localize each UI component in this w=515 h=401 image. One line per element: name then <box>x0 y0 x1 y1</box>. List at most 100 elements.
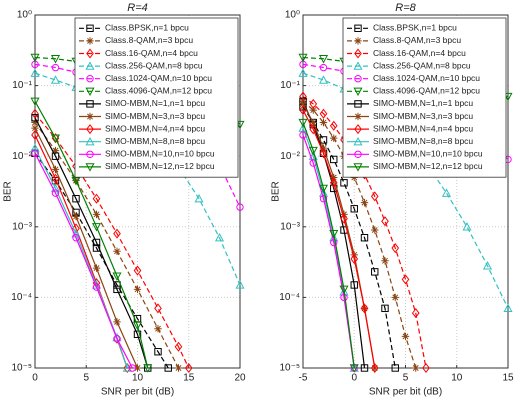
marker <box>441 188 452 197</box>
marker <box>353 163 363 172</box>
y-tick-label: 10⁻¹ <box>12 80 32 91</box>
marker <box>133 265 142 276</box>
legend-label: SIMO-MBM,N=8,n=8 bpcu <box>105 136 205 146</box>
marker <box>319 108 328 119</box>
legend-label: SIMO-MBM,N=3,n=3 bpcu <box>105 111 205 121</box>
marker <box>391 243 400 254</box>
marker <box>154 303 162 314</box>
series-line <box>302 109 376 369</box>
legend-label: SIMO-MBM,N=8,n=8 bpcu <box>373 136 473 146</box>
marker <box>308 146 318 156</box>
marker <box>318 75 329 84</box>
marker <box>133 285 142 294</box>
marker <box>235 280 245 289</box>
marker <box>298 68 308 77</box>
marker <box>360 234 369 242</box>
marker <box>319 118 328 127</box>
marker <box>330 155 338 164</box>
marker <box>309 98 318 109</box>
y-axis-label: BER <box>3 181 14 202</box>
marker <box>381 257 389 265</box>
series-line <box>34 127 139 369</box>
marker <box>411 308 420 319</box>
marker <box>184 362 193 374</box>
legend-box <box>342 17 507 178</box>
marker <box>360 303 369 314</box>
marker <box>349 364 359 373</box>
marker <box>133 364 142 372</box>
marker <box>30 53 40 63</box>
x-axis-label: SNR per bit (dB) <box>101 387 174 398</box>
y-tick-label: 10⁻⁵ <box>11 363 32 374</box>
marker <box>354 24 362 33</box>
marker <box>319 148 328 159</box>
marker <box>92 238 101 247</box>
marker <box>174 341 183 352</box>
marker <box>92 264 101 272</box>
y-tick-label: 10⁰ <box>17 10 32 21</box>
marker <box>309 118 317 127</box>
x-tick-label: 0 <box>32 373 38 384</box>
marker <box>354 112 362 121</box>
series-line <box>302 56 509 98</box>
marker <box>354 48 362 59</box>
legend: Class.BPSK,n=1 bpcu Class.8-QAM,n=3 bpcu C… <box>74 17 239 178</box>
marker <box>371 268 379 276</box>
x-tick-label: 20 <box>234 373 246 384</box>
legend-label: SIMO-MBM,N=4,n=4 bpcu <box>373 123 473 133</box>
marker <box>31 149 39 157</box>
marker <box>92 193 101 204</box>
marker <box>381 304 389 313</box>
marker <box>354 124 362 135</box>
marker <box>353 136 363 146</box>
y-tick-label: 10⁻² <box>280 151 300 162</box>
marker <box>319 195 328 203</box>
marker <box>350 281 358 289</box>
legend-label: SIMO-MBM,N=3,n=3 bpcu <box>373 111 473 121</box>
marker <box>299 105 307 116</box>
legend-label: Class.1024-QAM,n=10 bpcu <box>373 73 480 83</box>
marker <box>72 234 80 242</box>
series-line <box>34 117 149 369</box>
marker <box>194 193 204 203</box>
marker <box>318 184 329 194</box>
marker <box>350 253 359 265</box>
marker <box>128 364 137 372</box>
chart-title: R=4 <box>127 2 148 14</box>
series-line <box>34 113 190 369</box>
plot: -5 0 5 10 15 10⁻⁵ 10⁻⁴ 10⁻³ 10⁻² 10⁻¹ 10⁰ R=8 SNR pe… <box>271 2 514 398</box>
marker <box>72 195 80 203</box>
y-tick-label: 10⁻¹ <box>280 80 300 91</box>
legend-label: SIMO-MBM,N=4,n=4 bpcu <box>105 123 205 133</box>
legend-label: SIMO-MBM,N=12,n=12 bpcu <box>373 161 483 171</box>
marker <box>330 134 338 142</box>
y-tick-label: 10⁻² <box>12 151 32 162</box>
marker <box>329 229 339 239</box>
marker <box>319 144 328 152</box>
marker <box>503 303 513 313</box>
marker <box>330 238 338 247</box>
marker <box>86 24 94 33</box>
legend-label: SIMO-MBM,N=12,n=12 bpcu <box>105 161 215 171</box>
marker <box>350 205 358 213</box>
marker <box>214 232 225 242</box>
marker <box>462 222 472 231</box>
marker <box>143 364 153 373</box>
marker <box>391 293 399 302</box>
marker <box>164 364 172 372</box>
legend-label: SIMO-MBM,N=1,n=1 bpcu <box>105 98 205 108</box>
legend-label: Class.256-QAM,n=8 bpcu <box>105 60 203 70</box>
marker <box>401 274 410 285</box>
marker <box>371 226 379 234</box>
x-tick-label: 15 <box>502 373 514 384</box>
marker <box>86 100 94 108</box>
marker <box>401 332 410 341</box>
marker <box>30 68 40 77</box>
marker <box>31 114 39 122</box>
marker <box>50 183 61 193</box>
marker <box>298 118 308 128</box>
legend-label: SIMO-MBM,N=10,n=10 bpcu <box>105 149 215 159</box>
marker <box>113 285 121 294</box>
marker <box>309 106 317 114</box>
legend-label: Class.4096-QAM,n=12 bpcu <box>373 86 480 96</box>
